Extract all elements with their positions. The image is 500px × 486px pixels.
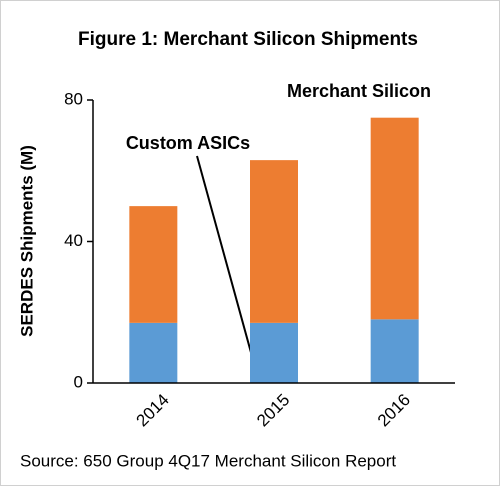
bar-segment [250,160,298,323]
annotation: Merchant Silicon [287,81,431,101]
bar-segment [370,319,419,383]
bar-segment [370,117,419,320]
y-tick-label: 0 [74,372,83,391]
source-note: Source: 650 Group 4Q17 Merchant Silicon … [20,451,396,470]
y-tick-label: 80 [64,89,83,108]
annotation: Custom ASICs [126,133,250,153]
bar-segment [129,322,178,383]
chart-title: Figure 1: Merchant Silicon Shipments [78,29,418,50]
bar-segment [250,322,298,383]
y-axis-label: SERDES Shipments (M) [17,145,36,337]
annotation-pointer [196,155,259,379]
bar-segment [129,206,178,323]
y-tick-label: 40 [64,231,83,250]
